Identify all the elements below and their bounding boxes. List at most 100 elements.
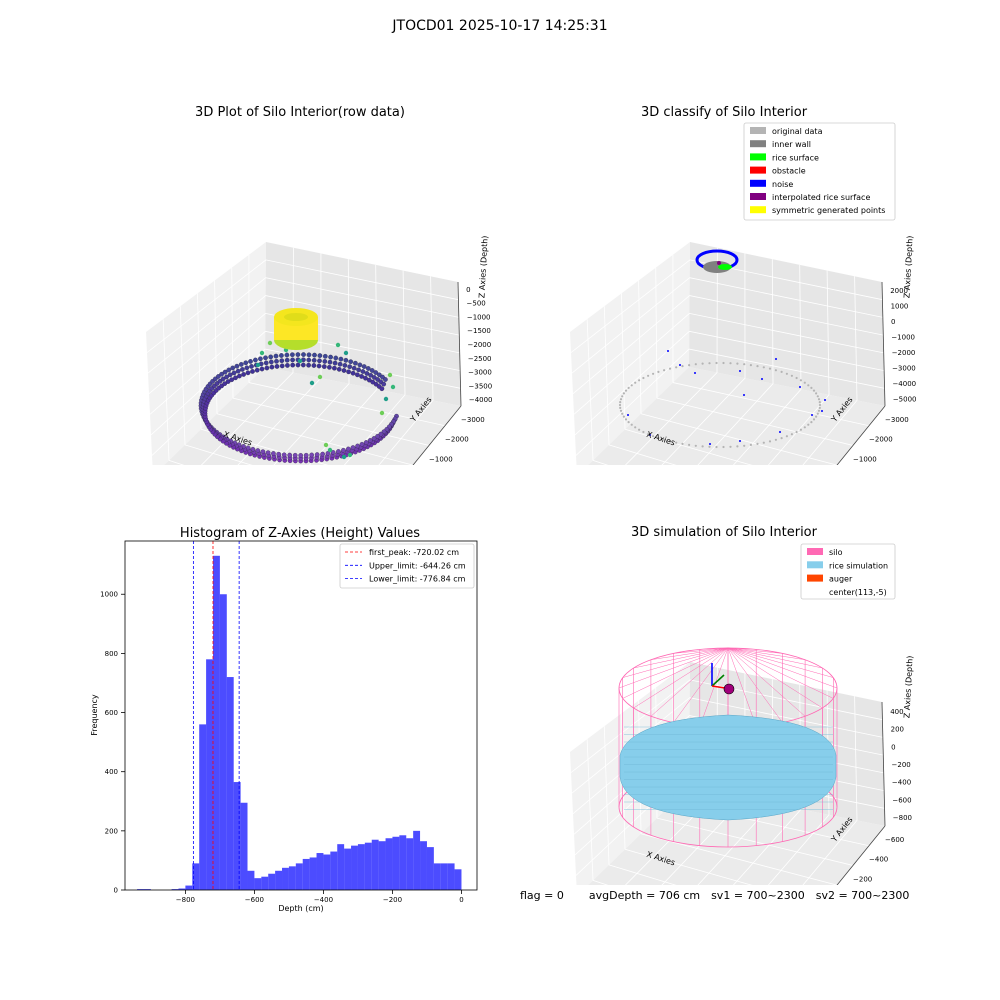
data-point: [357, 362, 363, 368]
grid-x: [767, 270, 830, 465]
data-point: [736, 362, 739, 365]
data-point: [715, 361, 718, 365]
data-point: [739, 440, 741, 442]
data-point: [668, 367, 672, 370]
data-point: [265, 450, 271, 456]
data-point: [306, 352, 312, 358]
histogram-bar: [454, 869, 462, 890]
grid-x: [343, 270, 406, 465]
histogram-y-ticks: 0 200 400 600 800 1000: [100, 591, 125, 895]
histogram-bar: [178, 888, 186, 890]
grid-y-wall: [586, 739, 594, 881]
data-point: [295, 352, 301, 357]
simulation-3d-objects: [618, 647, 838, 848]
z-tick-label: −1500: [467, 327, 491, 335]
grid-z: [146, 259, 459, 353]
data-point-cluster: [718, 264, 732, 270]
classify-3d-box: [570, 242, 886, 465]
data-point: [381, 429, 387, 435]
histogram-bar: [288, 866, 296, 890]
grid-x: [767, 690, 830, 885]
y-tick-label: 400: [105, 768, 118, 776]
data-point: [238, 362, 244, 367]
data-point: [290, 357, 295, 363]
data-point: [807, 384, 810, 387]
data-point: [627, 386, 630, 389]
data-point: [335, 342, 341, 348]
grid-y-wall: [586, 319, 594, 461]
legend-swatch: [807, 561, 823, 569]
y-tick-label: −400: [869, 856, 888, 864]
data-point: [642, 430, 645, 434]
data-point-cluster: [703, 261, 731, 273]
data-point: [347, 364, 353, 370]
data-point: [322, 359, 328, 364]
data-point: [350, 370, 356, 376]
data-point: [361, 364, 367, 369]
data-point: [634, 426, 637, 429]
z-tick-label: −600: [892, 796, 911, 804]
data-point: [736, 445, 739, 448]
data-point: [622, 415, 625, 418]
z-tick-label: −3000: [892, 364, 916, 372]
data-point: [779, 431, 781, 433]
classify-3d-yticks: −3000−2000−10000100020003000: [853, 416, 909, 463]
z-tick-label: 0: [466, 286, 470, 294]
silo-roof-line: [727, 647, 834, 678]
data-point: [356, 367, 361, 373]
y-axis-line: [836, 825, 886, 885]
grid-x: [802, 696, 858, 885]
data-point: [762, 441, 765, 444]
data-point: [226, 367, 232, 373]
y-tick-label: −1000: [853, 455, 877, 463]
data-point: [243, 360, 249, 366]
x-tick-label: 0: [459, 896, 463, 904]
z-axis-line: [457, 281, 462, 407]
data-point: [715, 445, 718, 449]
grid-x: [378, 276, 434, 465]
z-tick-label: −500: [467, 300, 486, 308]
histogram-bar: [192, 863, 200, 890]
data-point: [253, 357, 258, 363]
silo-roof-line: [650, 647, 729, 717]
grid-y: [640, 413, 838, 465]
data-point: [347, 452, 353, 458]
silo-roof-line: [727, 647, 823, 709]
classify-3d-zticks: 2000 1000 0 −1000 −2000 −3000 −4000 −5000: [890, 287, 916, 404]
y-tick-label: −1000: [429, 455, 453, 463]
y-axis-line: [412, 405, 462, 465]
grid-y: [672, 382, 870, 427]
silo-roof-line: [727, 647, 783, 654]
histogram-bar: [137, 889, 144, 890]
legend-swatch: [807, 548, 823, 555]
data-point: [790, 374, 793, 377]
grid-z: [149, 312, 460, 415]
histogram-legend: first_peak: -720.02 cm Upper_limit: -644.…: [339, 543, 475, 589]
silo-roof-line: [727, 647, 834, 699]
z-tick-label: −4000: [469, 396, 493, 404]
data-point: [638, 379, 641, 382]
data-point: [348, 359, 354, 365]
data-point: [749, 364, 752, 367]
data-point: [749, 443, 752, 446]
data-point: [240, 367, 245, 372]
data-point: [263, 355, 268, 361]
simulation-z-axis-label: Z Axies (Depth): [902, 655, 914, 718]
data-point: [220, 376, 226, 382]
data-point: [363, 440, 369, 445]
data-point: [619, 406, 622, 409]
silo-roof-line: [727, 647, 806, 717]
data-point: [341, 368, 347, 373]
data-point: [224, 374, 229, 380]
data-point: [803, 381, 806, 384]
data-point: [717, 261, 721, 265]
grid-y: [656, 397, 854, 446]
grid-x: [732, 264, 802, 465]
data-point: [775, 358, 777, 360]
data-point: [328, 354, 333, 360]
y-tick-label: 1000: [100, 591, 118, 599]
data-point: [230, 365, 236, 371]
data-point: [649, 434, 651, 436]
legend-swatch: [750, 179, 766, 187]
histogram-bar: [447, 863, 455, 890]
